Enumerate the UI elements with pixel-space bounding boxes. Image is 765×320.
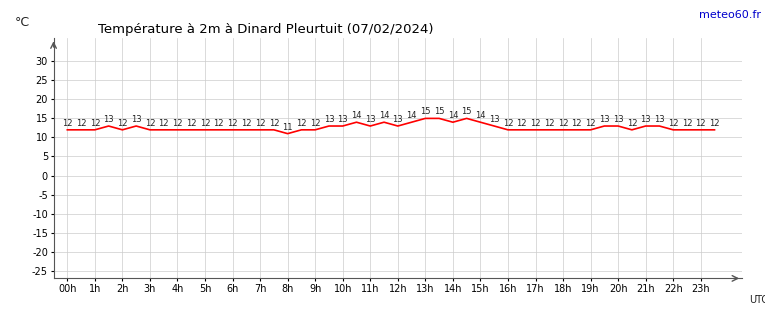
Text: 13: 13 (599, 115, 610, 124)
Text: 12: 12 (682, 119, 692, 128)
Text: 12: 12 (571, 119, 582, 128)
Text: 13: 13 (489, 115, 500, 124)
Text: 13: 13 (640, 115, 651, 124)
Text: 12: 12 (158, 119, 169, 128)
Text: 15: 15 (461, 107, 472, 116)
Text: 14: 14 (475, 111, 486, 120)
Text: 12: 12 (296, 119, 307, 128)
Text: 13: 13 (365, 115, 376, 124)
Text: 12: 12 (76, 119, 86, 128)
Text: 12: 12 (627, 119, 637, 128)
Text: 15: 15 (434, 107, 444, 116)
Text: 12: 12 (117, 119, 128, 128)
Text: 12: 12 (503, 119, 513, 128)
Text: 12: 12 (227, 119, 238, 128)
Text: 12: 12 (310, 119, 321, 128)
Text: 12: 12 (62, 119, 73, 128)
Text: 15: 15 (420, 107, 431, 116)
Text: 13: 13 (613, 115, 623, 124)
Text: 12: 12 (200, 119, 210, 128)
Text: 13: 13 (337, 115, 348, 124)
Text: 13: 13 (324, 115, 334, 124)
Text: 12: 12 (544, 119, 555, 128)
Text: 14: 14 (448, 111, 458, 120)
Text: 12: 12 (241, 119, 252, 128)
Text: 12: 12 (255, 119, 265, 128)
Text: °C: °C (15, 16, 30, 29)
Text: 11: 11 (282, 123, 293, 132)
Text: 12: 12 (213, 119, 224, 128)
Text: 12: 12 (186, 119, 197, 128)
Text: 14: 14 (351, 111, 362, 120)
Text: UTC: UTC (749, 295, 765, 305)
Text: 13: 13 (654, 115, 665, 124)
Text: 12: 12 (668, 119, 679, 128)
Text: 13: 13 (131, 115, 142, 124)
Text: 12: 12 (585, 119, 596, 128)
Text: 12: 12 (90, 119, 100, 128)
Text: 12: 12 (530, 119, 541, 128)
Text: 12: 12 (172, 119, 183, 128)
Text: meteo60.fr: meteo60.fr (699, 10, 761, 20)
Text: 12: 12 (558, 119, 568, 128)
Text: 12: 12 (709, 119, 720, 128)
Text: 12: 12 (695, 119, 706, 128)
Text: 14: 14 (406, 111, 417, 120)
Text: 13: 13 (392, 115, 403, 124)
Text: Température à 2m à Dinard Pleurtuit (07/02/2024): Température à 2m à Dinard Pleurtuit (07/… (98, 23, 434, 36)
Text: 14: 14 (379, 111, 389, 120)
Text: 13: 13 (103, 115, 114, 124)
Text: 12: 12 (145, 119, 155, 128)
Text: 12: 12 (269, 119, 279, 128)
Text: 12: 12 (516, 119, 527, 128)
